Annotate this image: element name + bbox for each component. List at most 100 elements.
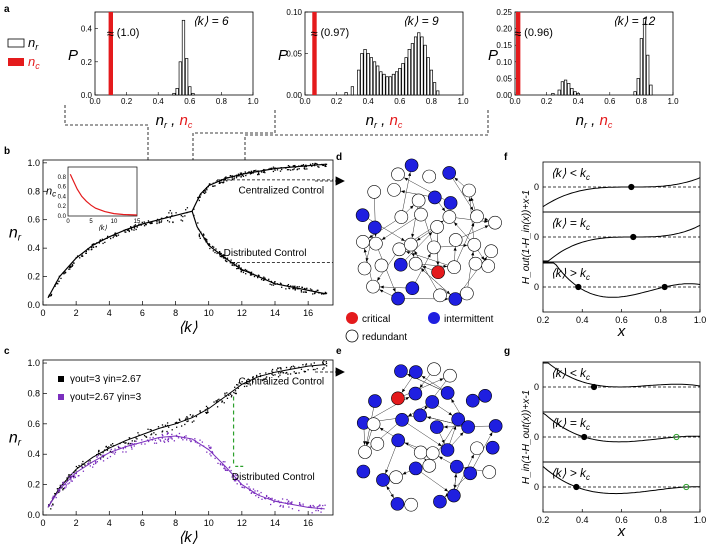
y-tick-label: 0.25	[496, 8, 512, 17]
y-tick-label: 0.20	[496, 25, 512, 34]
scatter-point	[204, 190, 206, 192]
scatter-point	[323, 164, 325, 167]
scatter-point	[309, 504, 312, 507]
legend-critical-dot	[346, 312, 358, 324]
scatter-point	[54, 285, 56, 287]
break-mark: ≈	[514, 26, 521, 41]
scatter-point	[221, 181, 223, 184]
scatter-point	[293, 371, 295, 373]
scatter-point	[186, 416, 188, 418]
scatter-point	[253, 275, 256, 278]
scatter-point	[249, 384, 252, 386]
scatter-point	[289, 373, 292, 375]
scatter-point	[77, 475, 79, 477]
x-tick-label: 0.6	[604, 97, 616, 106]
scatter-point	[285, 366, 288, 369]
scatter-point	[292, 285, 294, 287]
nr-bar	[570, 88, 574, 96]
scatter-point	[279, 505, 281, 508]
scatter-point	[314, 162, 316, 165]
scatter-point	[221, 464, 224, 466]
scatter-point	[140, 443, 143, 445]
scatter-point	[182, 439, 184, 441]
scatter-point	[271, 368, 274, 371]
scatter-point	[237, 387, 239, 389]
edge-arrow	[459, 432, 464, 436]
scatter-point	[57, 488, 60, 491]
scatter-point	[281, 371, 283, 373]
edge-arrow	[408, 413, 413, 417]
scatter-point	[131, 442, 133, 445]
scatter-point	[294, 372, 297, 375]
edge-arrow	[386, 485, 390, 490]
scatter-point	[208, 243, 211, 245]
x-tick-label: 1.0	[247, 97, 259, 106]
edge-arrow	[400, 237, 405, 241]
node-intermittent	[428, 190, 442, 205]
scatter-point	[222, 254, 224, 256]
x-tick-label: 0.6	[184, 97, 196, 106]
scatter-point	[186, 420, 188, 423]
y-tick-label: 0.00	[286, 91, 302, 100]
x-tick-label: 0.0	[509, 97, 521, 106]
nr-bar	[363, 48, 367, 96]
scatter-point	[219, 463, 222, 465]
x-axis-label: ⟨k⟩	[178, 319, 197, 336]
y-tick-label: 0.8	[27, 388, 40, 398]
scatter-point	[73, 262, 75, 264]
scatter-point	[282, 372, 285, 374]
scatter-point	[291, 508, 294, 510]
scatter-point	[229, 466, 231, 468]
scatter-point	[185, 435, 187, 437]
edge-arrow	[443, 425, 448, 429]
scatter-point	[262, 279, 265, 281]
x-tick-label: 0.4	[363, 97, 375, 106]
scatter-point	[262, 171, 265, 173]
scatter-point	[294, 288, 297, 290]
legend-nc-swatch	[8, 58, 24, 66]
scatter-point	[305, 164, 307, 166]
theory-upper-curve	[47, 163, 325, 299]
edge-arrow	[468, 197, 472, 202]
edge-arrow	[448, 412, 453, 416]
scatter-point	[224, 259, 227, 261]
scatter-point	[153, 432, 155, 434]
node-intermittent	[440, 386, 455, 400]
scatter-point	[147, 220, 150, 222]
scatter-point	[206, 410, 209, 412]
scatter-point	[151, 439, 154, 441]
y-axis-label: P	[68, 47, 78, 64]
scatter-point	[69, 475, 72, 477]
scatter-point	[138, 434, 140, 436]
scatter-point	[150, 429, 152, 431]
y-tick-label: 0.00	[496, 91, 512, 100]
edge-arrow	[453, 246, 457, 251]
scatter-point	[248, 486, 250, 488]
node-intermittent	[478, 388, 492, 403]
node-redundant	[404, 237, 418, 252]
scatter-point	[187, 420, 189, 422]
scatter-point	[226, 392, 228, 394]
scatter-point	[236, 384, 238, 386]
edge-arrow	[451, 398, 455, 403]
zero-tick: 0	[534, 282, 539, 292]
scatter-point	[162, 434, 164, 437]
panel-label-c: c	[4, 346, 10, 357]
legend-series-1-label: γout=3 γin=2.67	[70, 374, 142, 385]
scatter-point	[257, 496, 260, 499]
y-tick-label: 0.15	[496, 41, 512, 50]
scatter-point	[226, 260, 228, 263]
scatter-point	[236, 474, 238, 477]
scatter-point	[98, 242, 101, 244]
scatter-point	[244, 383, 246, 385]
scatter-point	[215, 401, 217, 403]
nr-bar	[639, 38, 644, 96]
scatter-point	[161, 433, 163, 436]
scatter-point	[75, 472, 77, 475]
legend-critical-label: critical	[362, 314, 390, 325]
scatter-point	[102, 451, 104, 454]
scatter-point	[274, 169, 276, 171]
scatter-point	[123, 441, 125, 443]
scatter-point	[52, 503, 54, 505]
scatter-point	[271, 284, 273, 286]
